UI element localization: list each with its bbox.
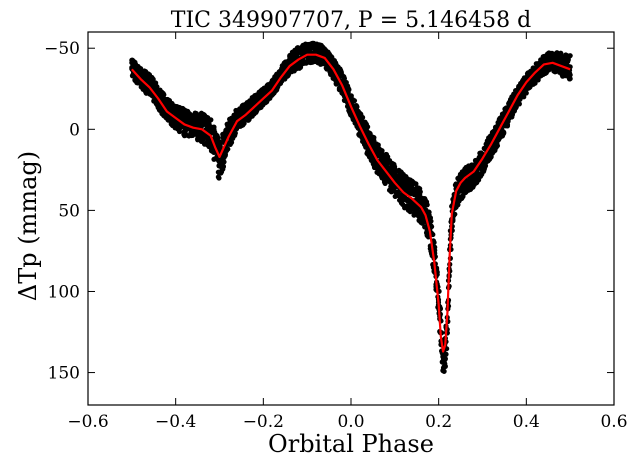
plot-frame <box>87 31 615 406</box>
observation-point <box>501 130 507 136</box>
observation-point <box>567 72 573 78</box>
x-tick-label: 0.4 <box>513 412 540 432</box>
observation-point <box>215 135 221 141</box>
observation-point <box>220 164 226 170</box>
x-axis-label: Orbital Phase <box>268 430 434 457</box>
y-tick-label: −50 <box>44 39 80 59</box>
observation-point <box>379 148 385 154</box>
observation-point <box>521 94 527 100</box>
x-tick-label: −0.4 <box>155 412 196 432</box>
observation-point <box>442 356 448 362</box>
observation-point <box>424 202 430 208</box>
observation-point <box>221 159 227 165</box>
observation-point <box>341 75 348 82</box>
x-tick-label: 0.0 <box>337 412 364 432</box>
observation-point <box>441 368 447 374</box>
observation-point <box>460 193 466 200</box>
observation-point <box>413 181 419 187</box>
axis-ticks: −0.6 −0.4 −0.2 0.0 0.2 0.4 0.6 −50 0 50 100 150 <box>44 32 628 432</box>
observation-point <box>211 149 217 155</box>
y-tick-label: 100 <box>48 282 80 302</box>
observation-point <box>443 351 449 357</box>
observation-point <box>354 104 360 110</box>
observation-point <box>232 130 238 136</box>
observation-point <box>228 139 235 145</box>
y-tick-label: 50 <box>58 201 80 221</box>
x-tick-label: 0.2 <box>425 412 452 432</box>
x-tick-label: −0.2 <box>243 412 284 432</box>
observation-point <box>241 120 247 127</box>
model-line <box>131 53 571 353</box>
observation-point <box>371 134 377 141</box>
observation-point <box>351 98 358 104</box>
observation-point <box>417 189 423 195</box>
observation-point <box>567 53 573 59</box>
y-tick-label: 150 <box>48 364 80 384</box>
observation-point <box>360 114 366 121</box>
x-tick-label: −0.6 <box>67 412 108 432</box>
observation-point <box>567 76 573 82</box>
observation-point <box>428 224 435 230</box>
observation-point <box>216 175 222 181</box>
observation-point <box>452 211 458 217</box>
observation-point <box>161 92 167 98</box>
observation-point <box>494 143 501 149</box>
observation-point <box>431 239 437 246</box>
observation-point <box>442 363 448 369</box>
y-tick-label: 0 <box>69 120 80 140</box>
observation-point <box>346 87 352 93</box>
observation-point <box>516 101 522 107</box>
observation-point <box>523 90 529 96</box>
chart-title: TIC 349907707, P = 5.146458 d <box>171 8 531 33</box>
x-tick-label: 0.6 <box>600 412 627 432</box>
observation-point <box>225 146 231 152</box>
observation-point <box>184 126 190 132</box>
observation-point <box>428 218 434 224</box>
observation-point <box>154 84 160 90</box>
observation-point <box>208 117 214 123</box>
plot-area <box>129 40 573 374</box>
observation-point <box>455 202 461 208</box>
observation-point <box>365 124 371 130</box>
y-axis-label: ΔTp (mmag) <box>14 151 42 301</box>
